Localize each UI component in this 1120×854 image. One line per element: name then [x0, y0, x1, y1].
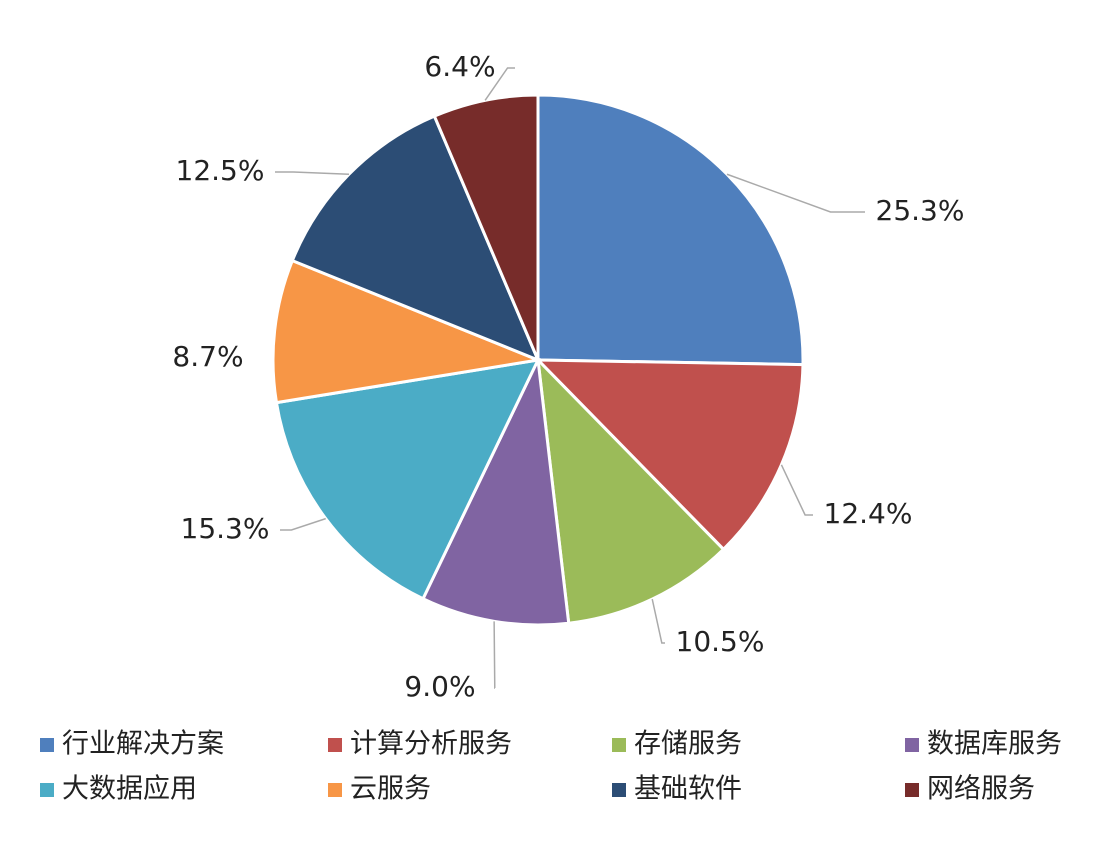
legend-swatch — [905, 738, 919, 752]
legend-swatch — [612, 783, 626, 797]
data-label: 15.3% — [181, 512, 270, 545]
legend-label: 数据库服务 — [927, 729, 1062, 760]
leader-line — [651, 598, 665, 644]
pie-slice — [271, 258, 544, 405]
pie-slice — [536, 93, 805, 367]
pie-slice — [290, 114, 541, 363]
pie-slice — [421, 354, 571, 627]
data-label: 8.7% — [172, 340, 243, 373]
leader-line — [493, 621, 496, 689]
data-label: 12.4% — [824, 497, 913, 530]
legend-swatch — [905, 783, 919, 797]
leader-line — [780, 464, 813, 516]
leader-line — [275, 171, 350, 175]
legend-swatch — [328, 783, 342, 797]
legend-label: 大数据应用 — [62, 774, 197, 805]
legend-label: 行业解决方案 — [62, 729, 224, 760]
legend-label: 云服务 — [350, 774, 431, 805]
pie-slice — [536, 355, 726, 625]
data-label: 6.4% — [424, 50, 495, 83]
data-label: 10.5% — [676, 625, 765, 658]
legend-swatch — [40, 738, 54, 752]
pie-slice — [432, 93, 540, 361]
legend-label: 基础软件 — [634, 774, 742, 805]
data-label: 12.5% — [176, 154, 265, 187]
leader-line — [726, 173, 865, 213]
data-label: 9.0% — [404, 670, 475, 703]
legend-label: 存储服务 — [634, 729, 742, 760]
legend-swatch — [612, 738, 626, 752]
pie-slice — [274, 358, 541, 601]
leader-line — [484, 67, 515, 101]
legend-label: 计算分析服务 — [350, 729, 512, 760]
legend-swatch — [40, 783, 54, 797]
data-label: 25.3% — [876, 194, 965, 227]
legend-label: 网络服务 — [927, 774, 1035, 805]
legend-swatch — [328, 738, 342, 752]
leader-line — [280, 517, 326, 531]
